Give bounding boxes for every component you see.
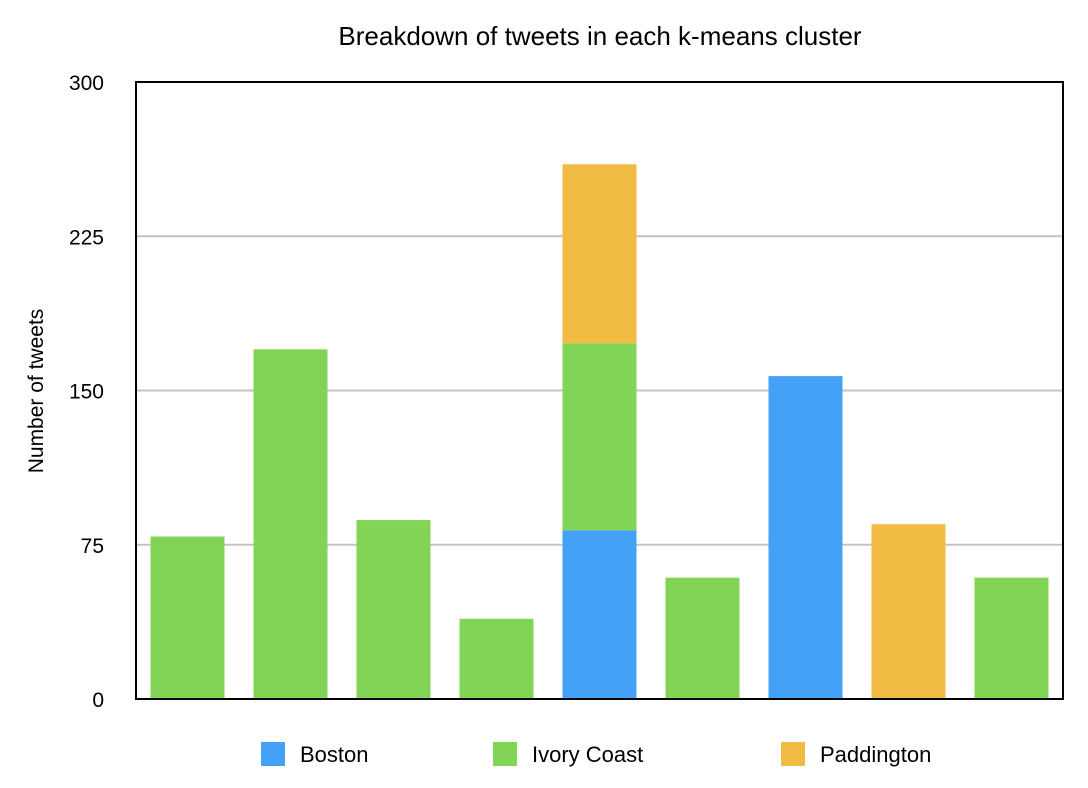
- legend-swatch-boston: [261, 742, 285, 766]
- legend-label-ivory-coast: Ivory Coast: [532, 742, 643, 767]
- legend-item-paddington: Paddington: [781, 742, 931, 767]
- y-tick-label: 75: [81, 535, 104, 558]
- plot-frame: [135, 81, 1064, 700]
- bar-boston-7: [768, 376, 843, 699]
- bar-ivory-coast-9: [974, 577, 1049, 699]
- legend: Boston Ivory Coast Paddington: [261, 742, 931, 767]
- bar-ivory-coast-1: [150, 536, 225, 699]
- legend-item-boston: Boston: [261, 742, 369, 767]
- bar-ivory-coast-3: [356, 520, 431, 699]
- bar-ivory-coast-4: [459, 618, 534, 699]
- legend-label-paddington: Paddington: [820, 742, 931, 767]
- chart-title: Breakdown of tweets in each k-means clus…: [338, 21, 861, 51]
- y-axis-ticks: 0 75 150 225 300: [69, 72, 104, 712]
- y-tick-label: 300: [69, 72, 104, 95]
- legend-swatch-paddington: [781, 742, 805, 766]
- legend-swatch-ivory-coast: [493, 742, 517, 766]
- bars: [150, 164, 1049, 699]
- legend-label-boston: Boston: [300, 742, 369, 767]
- legend-item-ivory-coast: Ivory Coast: [493, 742, 643, 767]
- bar-paddington-5: [562, 164, 637, 344]
- bar-paddington-8: [871, 524, 946, 699]
- bar-ivory-coast-2: [253, 349, 328, 699]
- y-axis-label: Number of tweets: [25, 309, 48, 474]
- y-tick-label: 0: [92, 689, 104, 712]
- bar-ivory-coast-5: [562, 343, 637, 531]
- bar-ivory-coast-6: [665, 577, 740, 699]
- y-tick-label: 150: [69, 381, 104, 404]
- y-tick-label: 225: [69, 226, 104, 249]
- bar-boston-5: [562, 530, 637, 699]
